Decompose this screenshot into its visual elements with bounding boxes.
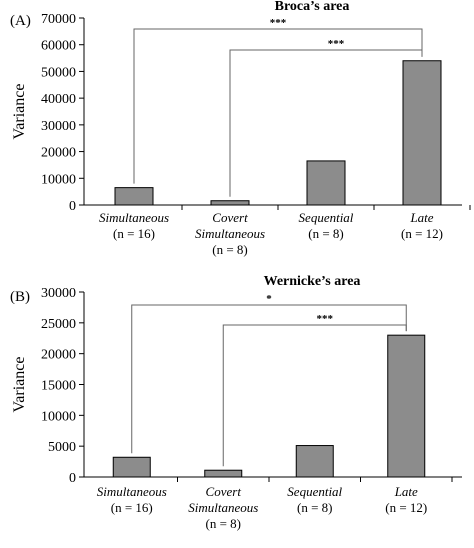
category-label: Late — [394, 484, 418, 499]
category-n-label: (n = 16) — [111, 500, 153, 515]
y-tick-label: 10000 — [41, 409, 76, 424]
bar-covert-simultaneous — [204, 469, 243, 478]
y-tick-label: 5000 — [48, 440, 76, 455]
category-label: Sequential — [299, 210, 354, 225]
y-tick-label: 70000 — [41, 12, 76, 27]
significance-bracket — [133, 28, 423, 184]
y-axis-label: Variance — [11, 357, 28, 413]
y-tick-label: 0 — [69, 199, 76, 214]
y-tick-label: 60000 — [41, 39, 76, 54]
category-label: Simultaneous — [188, 500, 258, 515]
y-tick-label: 40000 — [41, 92, 76, 107]
y-tick-label: 30000 — [41, 286, 76, 301]
category-label: Simultaneous — [99, 210, 169, 225]
chart-panel-1: Broca’s area (A) Variance 0 10000 20000 30000 4… — [10, 0, 471, 257]
category-n-label: (n = 8) — [308, 226, 344, 241]
bar-simultaneous — [114, 187, 154, 206]
category-label: Late — [409, 210, 433, 225]
y-tick-label: 20000 — [41, 146, 76, 161]
significance-bracket — [222, 324, 407, 467]
category-label: Simultaneous — [97, 484, 167, 499]
significance-bracket — [131, 304, 407, 454]
y-tick-label: 20000 — [41, 348, 76, 363]
category-n-label: (n = 12) — [385, 500, 427, 515]
category-label: Covert — [212, 210, 248, 225]
category-n-label: (n = 16) — [113, 226, 155, 241]
significance-label: *** — [328, 38, 345, 50]
significance-label: *** — [270, 17, 287, 29]
significance-label: *** — [317, 313, 334, 325]
bar-sequential — [306, 160, 346, 206]
y-tick-label: 50000 — [41, 65, 76, 80]
y-tick-label: 10000 — [41, 172, 76, 187]
y-tick-label: 15000 — [41, 379, 76, 394]
y-tick-label: 25000 — [41, 317, 76, 332]
category-label: Simultaneous — [195, 226, 265, 241]
bar-covert-simultaneous — [210, 200, 250, 206]
significance-label: * — [266, 293, 272, 305]
y-tick-label: 30000 — [41, 119, 76, 134]
panel-label: (B) — [10, 289, 30, 305]
bar-simultaneous — [112, 456, 151, 478]
panel-label: (A) — [10, 13, 31, 29]
category-n-label: (n = 8) — [297, 500, 333, 515]
chart-title: Broca’s area — [275, 0, 350, 14]
category-label: Covert — [206, 484, 242, 499]
chart-title: Wernicke’s area — [264, 274, 361, 289]
category-n-label: (n = 12) — [401, 226, 443, 241]
category-label: Sequential — [287, 484, 342, 499]
bar-sequential — [295, 445, 334, 478]
y-tick-label: 0 — [69, 471, 76, 486]
y-axis-label: Variance — [11, 84, 28, 140]
category-n-label: (n = 8) — [206, 516, 242, 531]
bar-late — [402, 60, 442, 206]
significance-bracket — [229, 49, 423, 197]
bar-late — [387, 334, 426, 478]
category-n-label: (n = 8) — [212, 242, 248, 257]
chart-panel-2: Wernicke’s area (B) Variance 0 5000 10000 1500… — [10, 274, 462, 531]
